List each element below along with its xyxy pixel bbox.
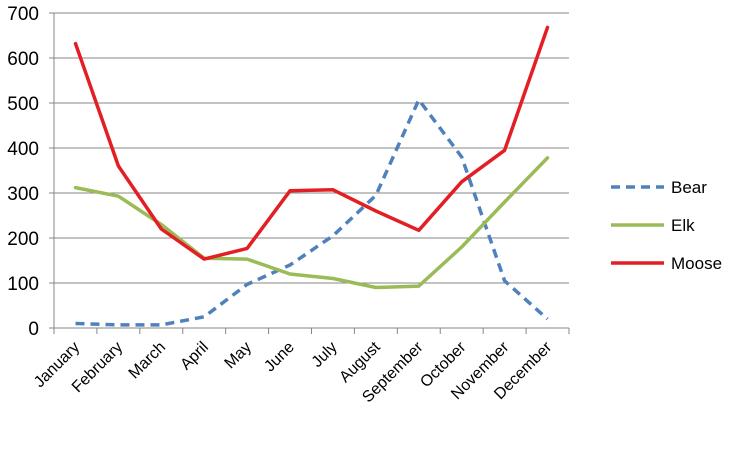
x-tick-label: April	[177, 339, 212, 374]
series-lines	[73, 25, 550, 327]
x-tick-label: March	[126, 339, 169, 382]
y-tick-label: 0	[28, 319, 39, 340]
legend-label-moose: Moose	[671, 254, 722, 273]
legend: Bear Elk Moose	[611, 178, 722, 273]
y-tick-label: 400	[7, 139, 39, 160]
x-tick-label: July	[309, 339, 341, 371]
x-tick-label: June	[261, 339, 298, 376]
series-line-elk	[73, 156, 550, 290]
x-tick-label: May	[222, 339, 255, 372]
gridlines	[54, 12, 569, 284]
series-line-moose	[73, 25, 550, 261]
y-tick-label: 500	[7, 94, 39, 115]
y-tick-label: 100	[7, 274, 39, 295]
y-axis-ticks: 0 100 200 300 400 500 600 700	[7, 4, 39, 340]
series-line-bear	[75, 98, 549, 327]
legend-label-bear: Bear	[671, 178, 707, 197]
y-tick-label: 300	[7, 184, 39, 205]
y-tick-label: 600	[7, 49, 39, 70]
axes	[49, 12, 570, 334]
legend-label-elk: Elk	[671, 216, 695, 235]
y-tick-label: 200	[7, 229, 39, 250]
y-tick-label: 700	[7, 4, 39, 25]
